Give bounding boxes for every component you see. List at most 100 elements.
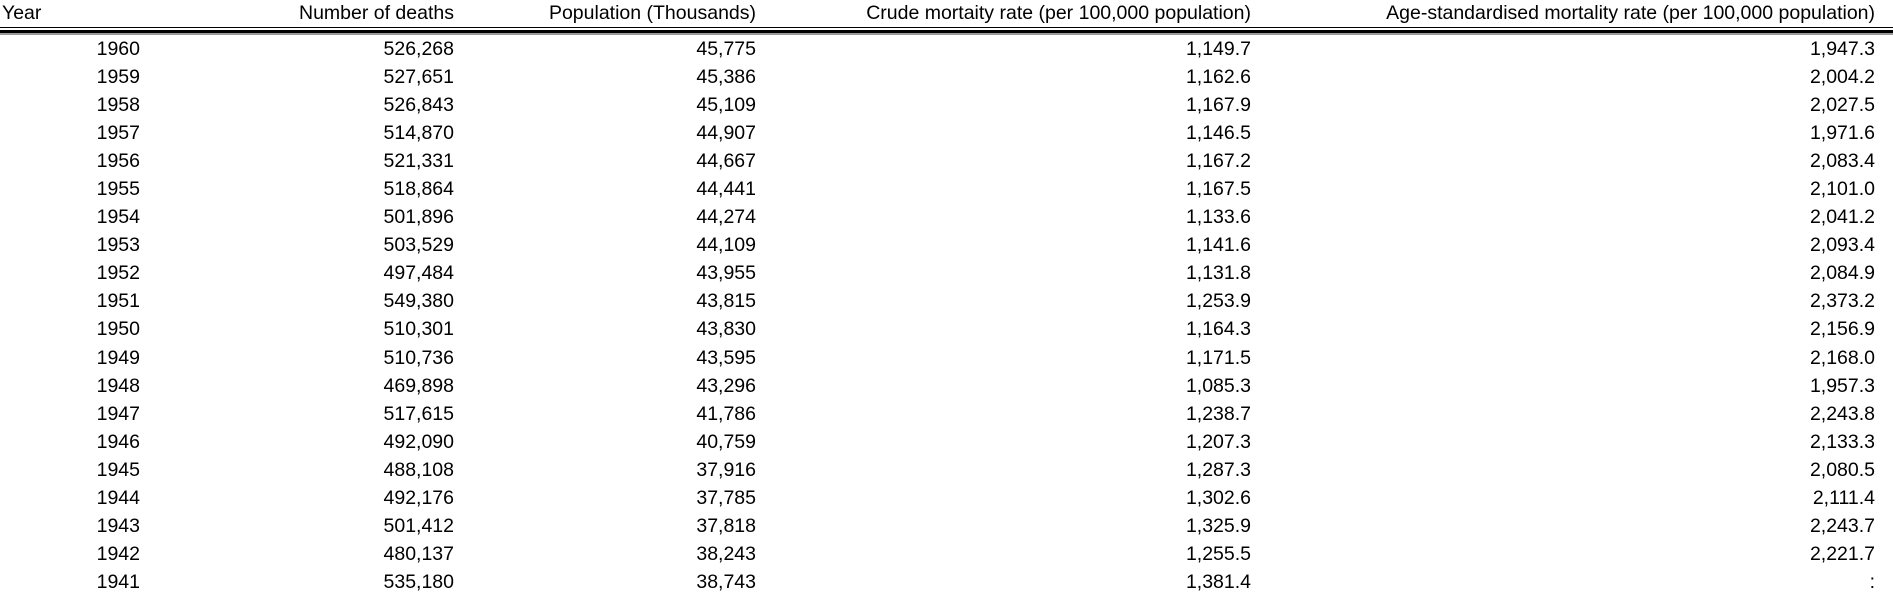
cell-year: 1942	[96, 543, 140, 566]
cell-year: 1941	[96, 571, 140, 594]
cell-population-thousands: 43,296	[696, 374, 756, 397]
table-row: 1949 510,736 43,595 1,171.5 2,168.0	[0, 344, 1893, 372]
table-body: 1960 526,268 45,775 1,149.7 1,947.3 1959…	[0, 35, 1893, 597]
cell-year: 1960	[96, 37, 140, 60]
cell-age-standardised-mortality-rate: 2,084.9	[1809, 262, 1875, 285]
cell-population-thousands: 44,667	[696, 149, 756, 172]
cell-population-thousands: 43,955	[696, 262, 756, 285]
cell-age-standardised-mortality-rate: 1,947.3	[1809, 37, 1875, 60]
cell-year: 1958	[96, 93, 140, 116]
cell-number-of-deaths: 518,864	[383, 178, 455, 201]
column-header-number-of-deaths: Number of deaths	[298, 2, 454, 24]
table-row: 1950 510,301 43,830 1,164.3 2,156.9	[0, 316, 1893, 344]
cell-number-of-deaths: 469,898	[383, 374, 455, 397]
table-row: 1956 521,331 44,667 1,167.2 2,083.4	[0, 147, 1893, 175]
cell-year: 1953	[96, 234, 140, 257]
cell-year: 1944	[96, 487, 140, 510]
cell-age-standardised-mortality-rate: 2,243.7	[1809, 515, 1875, 538]
cell-age-standardised-mortality-rate: 2,156.9	[1809, 318, 1875, 341]
cell-crude-mortality-rate: 1,085.3	[1185, 374, 1251, 397]
cell-crude-mortality-rate: 1,238.7	[1185, 402, 1251, 425]
cell-number-of-deaths: 510,736	[383, 346, 455, 369]
cell-number-of-deaths: 521,331	[383, 149, 455, 172]
cell-population-thousands: 37,916	[696, 458, 756, 481]
cell-age-standardised-mortality-rate: 1,957.3	[1809, 374, 1875, 397]
table-row: 1944 492,176 37,785 1,302.6 2,111.4	[0, 485, 1893, 513]
cell-crude-mortality-rate: 1,167.9	[1185, 93, 1251, 116]
cell-number-of-deaths: 510,301	[383, 318, 455, 341]
cell-year: 1959	[96, 65, 140, 88]
cell-number-of-deaths: 526,268	[383, 37, 455, 60]
cell-population-thousands: 44,907	[696, 121, 756, 144]
cell-number-of-deaths: 514,870	[383, 121, 455, 144]
cell-population-thousands: 37,785	[696, 487, 756, 510]
cell-crude-mortality-rate: 1,167.2	[1185, 149, 1251, 172]
column-header-age-standardised-mortality-rate: Age-standardised mortality rate (per 100…	[1386, 2, 1875, 24]
cell-age-standardised-mortality-rate: 2,373.2	[1809, 290, 1875, 313]
table-row: 1941 535,180 38,743 1,381.4 :	[0, 569, 1893, 597]
cell-crude-mortality-rate: 1,146.5	[1185, 121, 1251, 144]
table-row: 1957 514,870 44,907 1,146.5 1,971.6	[0, 119, 1893, 147]
cell-crude-mortality-rate: 1,253.9	[1185, 290, 1251, 313]
cell-crude-mortality-rate: 1,255.5	[1185, 543, 1251, 566]
cell-crude-mortality-rate: 1,325.9	[1185, 515, 1251, 538]
cell-age-standardised-mortality-rate: 2,168.0	[1809, 346, 1875, 369]
cell-population-thousands: 45,109	[696, 93, 756, 116]
cell-year: 1947	[96, 402, 140, 425]
cell-age-standardised-mortality-rate: :	[1869, 571, 1875, 594]
cell-number-of-deaths: 501,412	[383, 515, 455, 538]
cell-year: 1950	[96, 318, 140, 341]
cell-number-of-deaths: 501,896	[383, 206, 455, 229]
cell-number-of-deaths: 535,180	[383, 571, 455, 594]
cell-year: 1952	[96, 262, 140, 285]
table-row: 1943 501,412 37,818 1,325.9 2,243.7	[0, 513, 1893, 541]
cell-population-thousands: 44,441	[696, 178, 756, 201]
table-row: 1954 501,896 44,274 1,133.6 2,041.2	[0, 204, 1893, 232]
column-header-population-thousands: Population (Thousands)	[548, 2, 756, 24]
cell-number-of-deaths: 488,108	[383, 458, 455, 481]
column-header-crude-mortality-rate: Crude mortaity rate (per 100,000 populat…	[866, 2, 1251, 24]
cell-age-standardised-mortality-rate: 2,243.8	[1809, 402, 1875, 425]
cell-population-thousands: 44,274	[696, 206, 756, 229]
cell-year: 1954	[96, 206, 140, 229]
cell-number-of-deaths: 549,380	[383, 290, 455, 313]
cell-population-thousands: 43,815	[696, 290, 756, 313]
table-header-row: Year Number of deaths Population (Thousa…	[0, 0, 1893, 28]
table-row: 1955 518,864 44,441 1,167.5 2,101.0	[0, 175, 1893, 203]
cell-number-of-deaths: 492,176	[383, 487, 455, 510]
table-row: 1953 503,529 44,109 1,141.6 2,093.4	[0, 232, 1893, 260]
cell-population-thousands: 44,109	[696, 234, 756, 257]
cell-year: 1955	[96, 178, 140, 201]
cell-number-of-deaths: 480,137	[383, 543, 455, 566]
cell-number-of-deaths: 527,651	[383, 65, 455, 88]
cell-crude-mortality-rate: 1,167.5	[1185, 178, 1251, 201]
cell-age-standardised-mortality-rate: 2,093.4	[1809, 234, 1875, 257]
cell-number-of-deaths: 503,529	[383, 234, 455, 257]
cell-population-thousands: 43,595	[696, 346, 756, 369]
cell-crude-mortality-rate: 1,171.5	[1185, 346, 1251, 369]
column-header-year: Year	[2, 2, 42, 24]
cell-year: 1945	[96, 458, 140, 481]
cell-number-of-deaths: 526,843	[383, 93, 455, 116]
cell-crude-mortality-rate: 1,164.3	[1185, 318, 1251, 341]
cell-population-thousands: 43,830	[696, 318, 756, 341]
cell-crude-mortality-rate: 1,133.6	[1185, 206, 1251, 229]
cell-year: 1949	[96, 346, 140, 369]
header-rule	[0, 30, 1893, 35]
cell-number-of-deaths: 492,090	[383, 430, 455, 453]
cell-population-thousands: 40,759	[696, 430, 756, 453]
table-row: 1947 517,615 41,786 1,238.7 2,243.8	[0, 400, 1893, 428]
cell-crude-mortality-rate: 1,149.7	[1185, 37, 1251, 60]
cell-year: 1943	[96, 515, 140, 538]
cell-population-thousands: 38,243	[696, 543, 756, 566]
table-row: 1942 480,137 38,243 1,255.5 2,221.7	[0, 541, 1893, 569]
table-row: 1960 526,268 45,775 1,149.7 1,947.3	[0, 35, 1893, 63]
cell-year: 1956	[96, 149, 140, 172]
cell-age-standardised-mortality-rate: 2,133.3	[1809, 430, 1875, 453]
cell-age-standardised-mortality-rate: 2,027.5	[1809, 93, 1875, 116]
cell-year: 1951	[96, 290, 140, 313]
cell-age-standardised-mortality-rate: 2,101.0	[1809, 178, 1875, 201]
cell-year: 1957	[96, 121, 140, 144]
cell-crude-mortality-rate: 1,287.3	[1185, 458, 1251, 481]
